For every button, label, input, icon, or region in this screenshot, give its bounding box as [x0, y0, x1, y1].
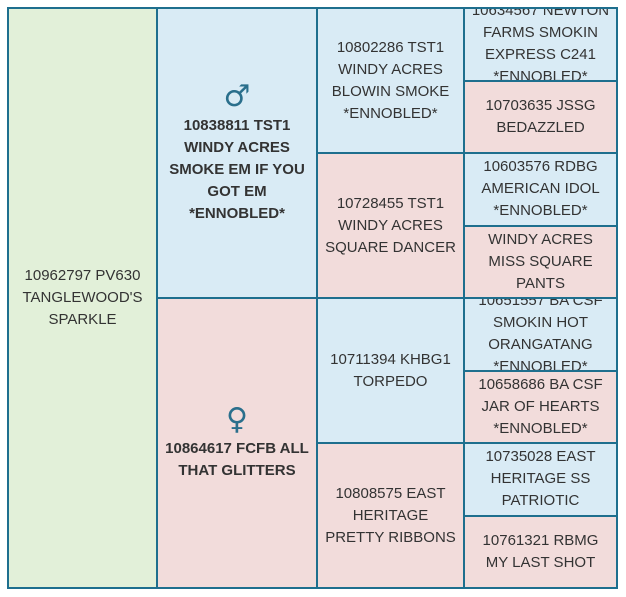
- great-grandparent-cell: 10658686 BA CSF JAR OF HEARTS *ENNOBLED*: [465, 371, 616, 442]
- great-grandparent-cell: 10634567 NEWTON FARMS SMOKIN EXPRESS C24…: [465, 9, 616, 80]
- great-grandparent-cell: 10703635 JSSG BEDAZZLED: [465, 81, 616, 152]
- great-grandparent-cell: 10651557 BA CSF SMOKIN HOT ORANGATANG *E…: [465, 299, 616, 370]
- great-grandparent-name: 10658686 BA CSF JAR OF HEARTS *ENNOBLED*: [478, 375, 603, 437]
- pedigree-chart: 10962797 PV630 TANGLEWOOD'S SPARKLE ♂ 10…: [7, 7, 618, 589]
- dam-dam-name: 10808575 EAST HERITAGE PRETTY RIBBONS: [325, 484, 456, 546]
- sire-sire-cell: 10802286 TST1 WINDY ACRES BLOWIN SMOKE *…: [318, 9, 463, 152]
- great-grandparent-name: 10651557 BA CSF SMOKIN HOT ORANGATANG *E…: [478, 299, 603, 370]
- sire-dam-name: 10728455 TST1 WINDY ACRES SQUARE DANCER: [325, 194, 456, 256]
- great-grandparent-name: 10761321 RBMG MY LAST SHOT: [482, 531, 599, 571]
- male-symbol-icon: ♂: [223, 79, 251, 114]
- great-grandparent-cell: 10735028 EAST HERITAGE SS PATRIOTIC: [465, 444, 616, 515]
- great-grandparent-name: 10703635 JSSG BEDAZZLED: [485, 96, 596, 136]
- dam-dam-cell: 10808575 EAST HERITAGE PRETTY RIBBONS: [318, 444, 463, 587]
- dam-sire-name: 10711394 KHBG1 TORPEDO: [330, 350, 451, 390]
- sire-cell: ♂ 10838811 TST1 WINDY ACRES SMOKE EM IF …: [158, 9, 316, 297]
- sire-sire-name: 10802286 TST1 WINDY ACRES BLOWIN SMOKE *…: [331, 38, 450, 122]
- great-grandparent-name: 10619257 TST1 WINDY ACRES MISS SQUARE PA…: [488, 230, 593, 297]
- sire-dam-cell: 10728455 TST1 WINDY ACRES SQUARE DANCER: [318, 154, 463, 297]
- great-grandparent-cell: 10761321 RBMG MY LAST SHOT: [465, 516, 616, 587]
- subject-name: 10962797 PV630 TANGLEWOOD'S SPARKLE: [22, 267, 143, 328]
- great-grandparent-name: 10634567 NEWTON FARMS SMOKIN EXPRESS C24…: [471, 9, 610, 80]
- subject-animal: 10962797 PV630 TANGLEWOOD'S SPARKLE: [9, 9, 156, 587]
- female-symbol-icon: ♀: [226, 402, 248, 437]
- dam-sire-cell: 10711394 KHBG1 TORPEDO: [318, 299, 463, 442]
- great-grandparent-name: 10603576 RDBG AMERICAN IDOL *ENNOBLED*: [481, 158, 600, 220]
- sire-name: 10838811 TST1 WINDY ACRES SMOKE EM IF YO…: [169, 117, 305, 222]
- great-grandparent-cell: 10603576 RDBG AMERICAN IDOL *ENNOBLED*: [465, 154, 616, 225]
- great-grandparent-cell: 10619257 TST1 WINDY ACRES MISS SQUARE PA…: [465, 226, 616, 297]
- great-grandparent-name: 10735028 EAST HERITAGE SS PATRIOTIC: [485, 448, 596, 510]
- dam-cell: ♀ 10864617 FCFB ALL THAT GLITTERS: [158, 299, 316, 587]
- dam-name: 10864617 FCFB ALL THAT GLITTERS: [165, 440, 309, 479]
